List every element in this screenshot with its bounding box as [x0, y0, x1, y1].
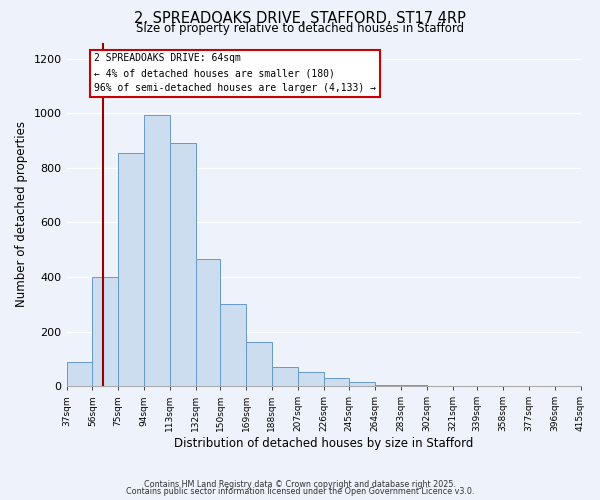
X-axis label: Distribution of detached houses by size in Stafford: Distribution of detached houses by size … [174, 437, 473, 450]
Bar [298, 372, 323, 386]
Bar [323, 378, 349, 386]
Text: 2 SPREADOAKS DRIVE: 64sqm
← 4% of detached houses are smaller (180)
96% of semi-: 2 SPREADOAKS DRIVE: 64sqm ← 4% of detach… [94, 54, 376, 93]
Bar [375, 384, 401, 386]
Bar [272, 367, 298, 386]
Y-axis label: Number of detached properties: Number of detached properties [15, 122, 28, 308]
Text: 2, SPREADOAKS DRIVE, STAFFORD, ST17 4RP: 2, SPREADOAKS DRIVE, STAFFORD, ST17 4RP [134, 11, 466, 26]
Bar [118, 153, 144, 386]
Bar [92, 277, 118, 386]
Text: Contains public sector information licensed under the Open Government Licence v3: Contains public sector information licen… [126, 487, 474, 496]
Bar [246, 342, 272, 386]
Text: Size of property relative to detached houses in Stafford: Size of property relative to detached ho… [136, 22, 464, 35]
Bar [170, 144, 196, 386]
Bar [144, 115, 170, 386]
Bar [220, 304, 246, 386]
Text: Contains HM Land Registry data © Crown copyright and database right 2025.: Contains HM Land Registry data © Crown c… [144, 480, 456, 489]
Bar [196, 260, 220, 386]
Bar [349, 382, 375, 386]
Bar [67, 362, 92, 386]
